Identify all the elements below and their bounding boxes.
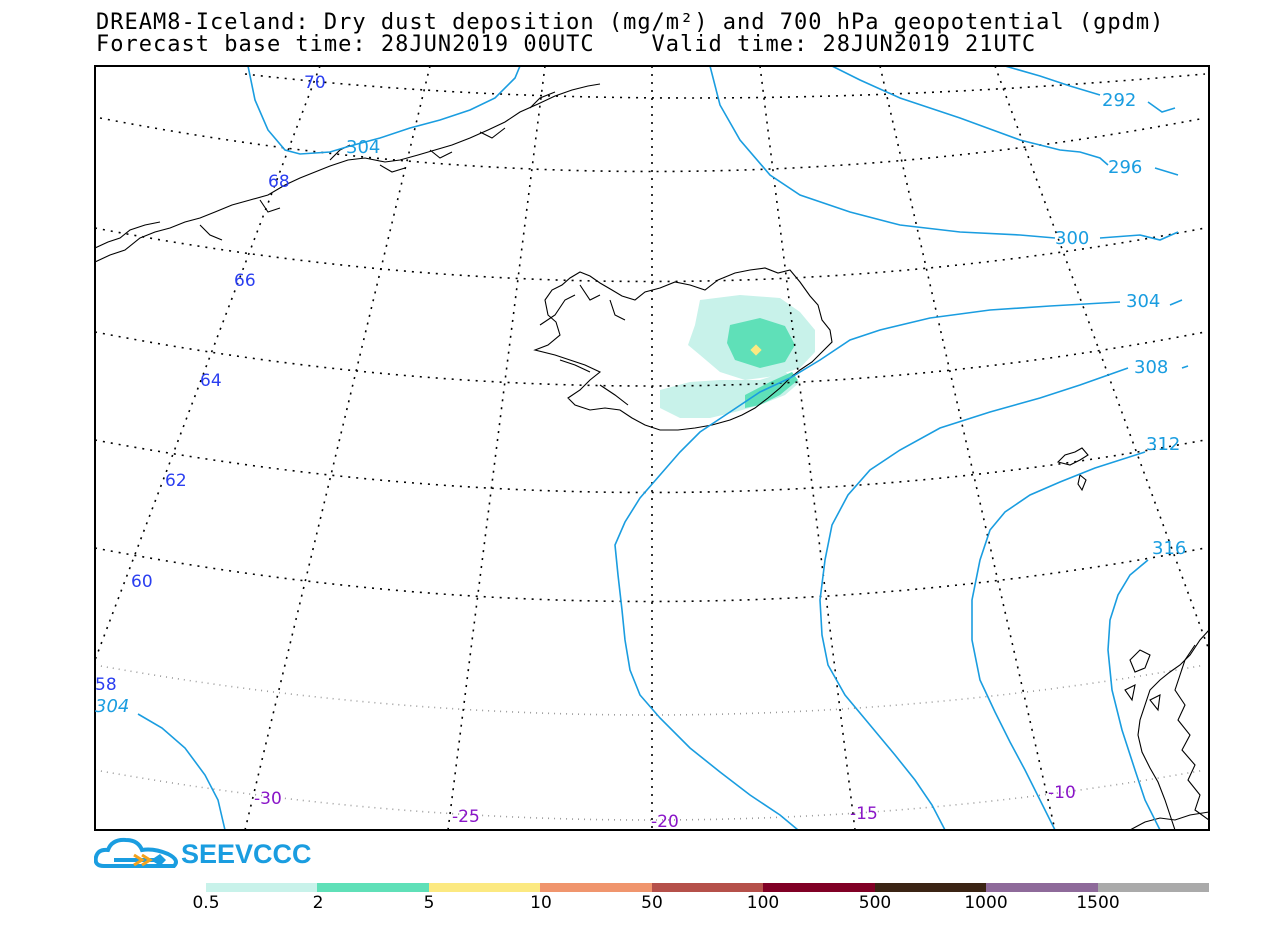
lat-label: 58: [95, 675, 117, 695]
contour-label: 304: [95, 696, 129, 717]
cloud-arrow-icon: [94, 837, 178, 868]
colorbar-swatch: [651, 883, 764, 892]
colorbar-labels: 0.5 2 5 10 50 100 500 1000 1500: [0, 893, 1271, 915]
colorbar-label: 1500: [1076, 893, 1120, 913]
colorbar-label: 5: [423, 893, 435, 913]
lon-label: -15: [850, 804, 878, 824]
colorbar-label: 500: [858, 893, 892, 913]
colorbar-label: 0.5: [192, 893, 220, 913]
colorbar-swatch: [428, 883, 541, 892]
lon-label: -25: [452, 807, 480, 827]
lat-label: 68: [268, 172, 290, 192]
contour-label: 312: [1146, 434, 1180, 455]
map-frame: [94, 65, 1210, 831]
colorbar-swatch: [317, 883, 429, 892]
contour-label: 292: [1102, 90, 1136, 111]
contour-label: 304: [346, 137, 380, 158]
lon-label: -20: [651, 812, 679, 832]
colorbar-swatch: [206, 883, 318, 892]
chart-subtitle: Forecast base time: 28JUN2019 00UTC Vali…: [96, 32, 1037, 57]
colorbar-swatch: [540, 883, 652, 892]
lat-label: 60: [131, 572, 153, 592]
lon-label: -10: [1048, 783, 1076, 803]
latitude-gridlines: [95, 73, 1206, 821]
colorbar-label: 2: [312, 893, 324, 913]
lat-label: 62: [165, 471, 187, 491]
geopotential-contours: [137, 66, 1189, 830]
dust-deposition-shading: [660, 295, 815, 418]
lat-label: 64: [200, 371, 222, 391]
colorbar-swatch: [986, 883, 1098, 892]
longitude-gridlines: [95, 66, 1209, 830]
contour-label: 316: [1152, 538, 1186, 559]
contour-label: 296: [1108, 157, 1142, 178]
colorbar-swatch: [874, 883, 987, 892]
colorbar-swatch: [1097, 883, 1209, 892]
seevccc-logo-text: SEEVCCC: [181, 839, 312, 869]
colorbar-label: 100: [746, 893, 780, 913]
lat-label: 70: [304, 73, 326, 93]
colorbar-label: 50: [641, 893, 663, 913]
coastlines: [95, 83, 1209, 830]
chart-title: DREAM8-Iceland: Dry dust deposition (mg/…: [96, 10, 1165, 35]
lon-label: -30: [254, 789, 282, 809]
colorbar-swatch: [763, 883, 875, 892]
colorbar-label: 10: [530, 893, 552, 913]
colorbar: [206, 883, 1209, 892]
contour-label: 300: [1055, 228, 1089, 249]
colorbar-label: 1000: [964, 893, 1008, 913]
contour-label: 308: [1134, 357, 1168, 378]
lat-label: 66: [234, 271, 256, 291]
contour-label: 304: [1126, 291, 1160, 312]
